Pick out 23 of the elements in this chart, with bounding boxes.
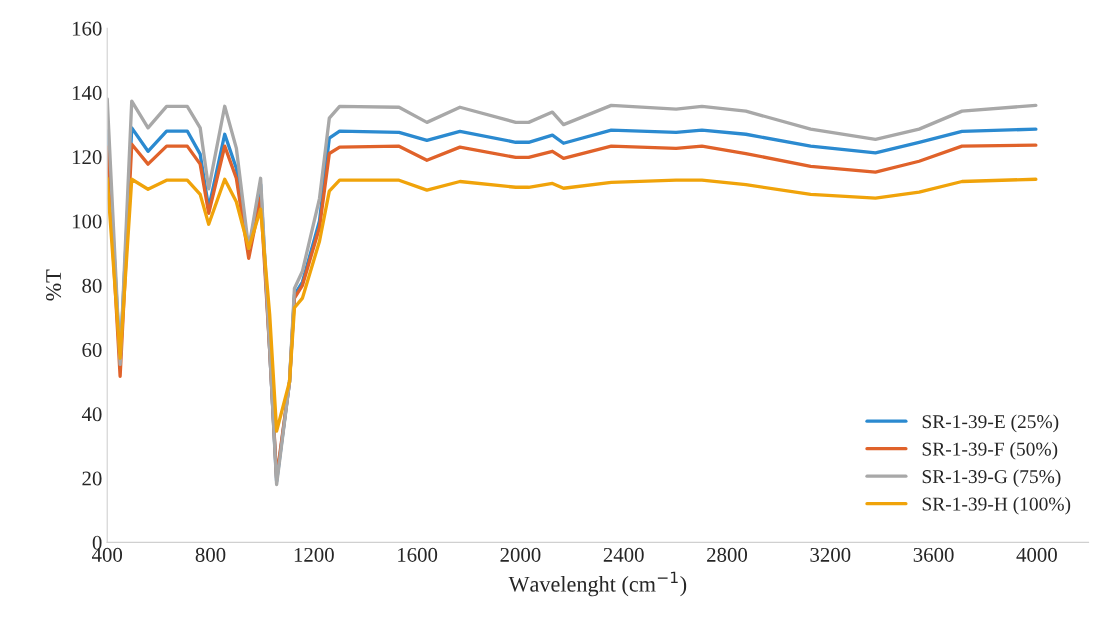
x-tick-label: 800 <box>195 547 226 562</box>
x-tick-label: 3200 <box>810 547 851 562</box>
y-tick-label: 100 <box>72 214 102 229</box>
x-tick-label: 2000 <box>500 547 541 562</box>
x-tick-label: 4000 <box>1016 547 1057 562</box>
x-tick-label: 1600 <box>398 547 438 562</box>
y-tick-label: 120 <box>72 150 102 165</box>
y-tick-label: 140 <box>72 85 102 100</box>
x-tick-label: 1200 <box>294 547 334 562</box>
y-axis-title: %T <box>46 269 62 301</box>
x-tick-label: 3600 <box>913 547 954 562</box>
y-tick-label: 20 <box>82 471 102 486</box>
x-tick-label: 2400 <box>603 547 644 562</box>
y-tick-label: 160 <box>72 21 102 36</box>
x-tick-label: 2800 <box>707 547 748 562</box>
x-axis-title: Wavelenght (cm$^{−1}$) <box>508 571 687 597</box>
y-tick-label: 60 <box>82 342 102 357</box>
y-tick-label: 80 <box>82 278 102 293</box>
y-tick-label: 40 <box>81 407 102 422</box>
legend-label: SR-1-39-H (100%) <box>922 496 1071 515</box>
legend-label: SR-1-39-E (25%) <box>922 414 1059 433</box>
legend-label: SR-1-39-G (75%) <box>922 469 1061 488</box>
legend-label: SR-1-39-F (50%) <box>922 441 1058 460</box>
